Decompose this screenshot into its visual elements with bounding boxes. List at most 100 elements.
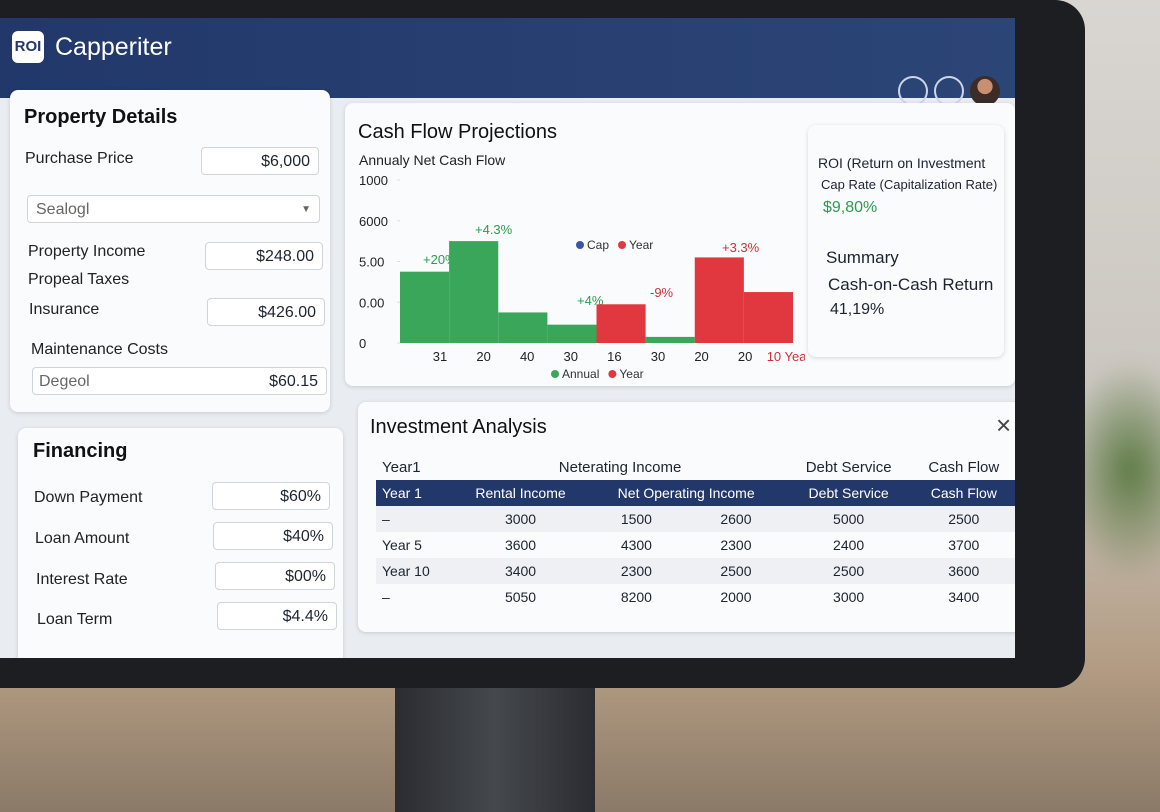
app-name: Capperiter <box>55 33 172 61</box>
cash-flow-chart: Annualy Net Cash Flow +20% +4.3% +4% -9%… <box>359 152 805 381</box>
legend-label: Year <box>619 367 643 381</box>
bar <box>498 312 548 343</box>
table-cell: 2500 <box>686 558 786 584</box>
field-label: Interest Rate <box>36 571 128 588</box>
table-cell: 3400 <box>948 589 980 605</box>
x-tick-label: 30 <box>651 349 665 364</box>
input-value: $60.15 <box>269 373 318 390</box>
x-tick-label: 16 <box>607 349 621 364</box>
table-cell: 2500 <box>911 506 1015 532</box>
table-row: – 5050 8200 2000 3000 3400 <box>376 584 1015 610</box>
property-panel: Property Details Purchase Price $6,000 S… <box>10 90 330 412</box>
table-row: Year 10 3400 2300 2500 2500 3600 <box>376 558 1015 584</box>
placeholder: Degeol <box>39 373 90 390</box>
select-text: Sealogl <box>36 201 90 218</box>
field-label: Insurance <box>29 301 100 318</box>
table-cell: 3600 <box>911 558 1015 584</box>
table-cell: Net Operating Income <box>586 480 786 506</box>
field-label: Propeal Taxes <box>28 271 130 288</box>
close-button[interactable]: × <box>996 410 1012 440</box>
kpi-card: ROI (Return on Investment Cap Rate (Capi… <box>808 125 1004 357</box>
table-cell: 2300 <box>720 537 752 553</box>
input[interactable]: Degeol $60.15 <box>32 367 327 395</box>
kpi-value: $9,80% <box>823 199 878 216</box>
y-tick-label: 5.00 <box>359 255 384 270</box>
input[interactable]: $60% <box>212 482 330 510</box>
table-row: –3000 1500 2600 5000 2500 <box>376 506 1015 532</box>
table-row: Year1 Neterating Income Debt Service Cash F… <box>376 454 1015 480</box>
avatar[interactable] <box>970 76 1000 106</box>
table-cell: – <box>382 589 390 605</box>
table-cell: Cash Flow <box>928 458 1000 476</box>
panel-title: Cash Flow Projections <box>358 121 557 143</box>
table-cell: 2400 <box>833 537 865 553</box>
y-tick-label: 0 <box>359 336 366 351</box>
input[interactable]: $248.00 <box>205 242 323 270</box>
table-cell: 2500 <box>785 558 912 584</box>
field-label: Loan Term <box>37 611 113 628</box>
kpi-value: 41,19% <box>830 301 885 318</box>
annotation: +4.3% <box>475 222 513 237</box>
field-label: Purchase Price <box>25 150 134 167</box>
kpi-label: ROI (Return on Investment <box>818 155 986 171</box>
table-cell: 2600 <box>686 506 786 532</box>
table-cell: Year 10 <box>376 558 455 584</box>
icon-button[interactable] <box>898 76 928 106</box>
table-cell: 2000 <box>720 589 752 605</box>
field-label: Down Payment <box>34 489 143 506</box>
screen: ROI Capperiter Property Details Purchase… <box>0 18 1015 658</box>
top-bar: ROI Capperiter <box>0 18 1015 98</box>
financing-panel: Financing Down Payment $60% Loan Amount … <box>18 428 343 658</box>
table-cell: 8200 <box>620 589 652 605</box>
table-cell: 5000 <box>785 506 912 532</box>
input[interactable]: $40% <box>213 522 333 550</box>
bar <box>449 241 499 343</box>
legend-label: Cap <box>587 238 609 252</box>
kpi-heading: Summary <box>826 248 899 267</box>
bar <box>645 336 695 343</box>
annotation: +20% <box>423 252 457 267</box>
x-tick-label: 40 <box>520 349 534 364</box>
input[interactable]: $00% <box>215 562 335 590</box>
y-tick-label: 0.00 <box>359 295 384 310</box>
analysis-table: Year1 Neterating Income Debt Service Cash F… <box>376 454 1015 610</box>
cash-flow-panel: Cash Flow Projections Annualy Net Cash F… <box>345 103 1015 386</box>
table-cell: Year 5 <box>382 537 422 553</box>
table-cell: Debt Service <box>785 480 912 506</box>
table-cell: 3700 <box>948 537 980 553</box>
panel-title: Financing <box>33 440 128 462</box>
bar <box>743 292 793 343</box>
x-tick-label: 20 <box>738 349 752 364</box>
table-cell: – <box>376 506 455 532</box>
table-cell: 3000 <box>454 506 587 532</box>
input[interactable]: $4.4% <box>217 602 337 630</box>
bar <box>694 257 744 343</box>
chart-title: Annualy Net Cash Flow <box>359 152 506 168</box>
table-cell: Year1 <box>382 458 421 476</box>
x-tick-label: 10 Year <box>767 349 805 364</box>
panel-title: Property Details <box>24 106 178 128</box>
select[interactable]: Sealogl ▼ <box>27 195 320 223</box>
panel-title: Investment Analysis <box>370 416 547 438</box>
icon-button[interactable] <box>934 76 964 106</box>
table-cell: 3000 <box>833 589 865 605</box>
table-row: Year 1 Rental Income Net Operating Income D… <box>376 480 1015 506</box>
table-row: Year 5 3600 4300 2300 2400 3700 <box>376 532 1015 558</box>
table-cell: 4300 <box>620 537 652 553</box>
input[interactable]: $6,000 <box>201 147 319 175</box>
field-label: Property Income <box>28 243 146 260</box>
table-cell: 5050 <box>504 589 537 605</box>
legend-label: Year <box>629 238 653 252</box>
investment-panel: Investment Analysis × Year1 Neterating In… <box>358 402 1015 632</box>
bar <box>400 271 450 343</box>
kpi-label: Cash-on-Cash Return <box>828 275 994 294</box>
field-label: Loan Amount <box>35 530 130 547</box>
logo[interactable]: ROI <box>12 31 44 63</box>
legend-swatch <box>551 370 559 378</box>
table-cell: Year 1 <box>376 480 455 506</box>
bar <box>547 324 597 343</box>
input[interactable]: $426.00 <box>207 298 325 326</box>
legend-swatch <box>576 241 584 249</box>
table-cell: Rental Income <box>454 480 587 506</box>
